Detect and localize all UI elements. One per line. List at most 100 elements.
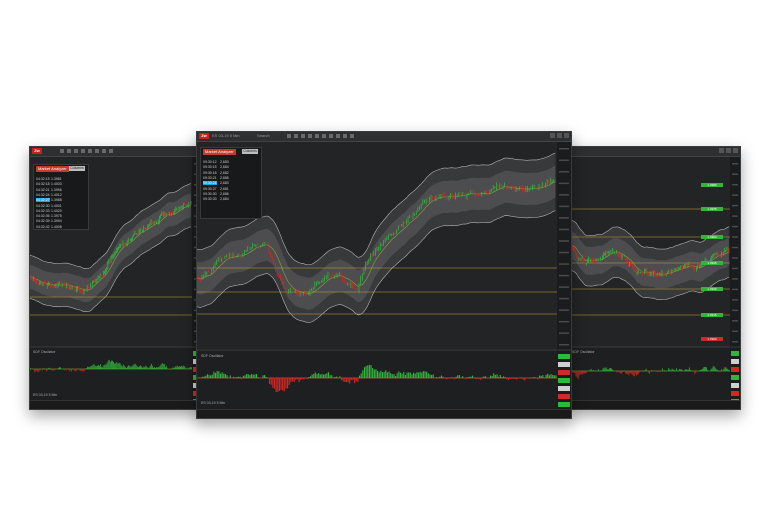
price-axis-tick <box>732 330 738 333</box>
toolbar-icon[interactable] <box>315 134 319 138</box>
oscillator-bar <box>580 371 582 375</box>
oscillator-bar <box>218 371 220 378</box>
oscillator-bar <box>130 366 132 369</box>
oscillator-bar <box>687 369 689 371</box>
chart-window-right[interactable]: 1.3980 1.3975 1.3960 1.3945 1.3930 1.3915 1.39… <box>567 146 741 410</box>
oscillator-bar <box>154 367 155 369</box>
toolbar-icon[interactable] <box>60 149 64 153</box>
oscillator-bar <box>419 371 421 378</box>
oscillator-bar <box>391 374 393 378</box>
close-button[interactable] <box>733 148 738 153</box>
oscillator-bar <box>467 377 469 378</box>
oscillator-bar <box>649 371 650 374</box>
price-chart-svg[interactable] <box>568 147 740 409</box>
oscillator-axis-marker <box>558 394 570 399</box>
columns-button[interactable]: Columns <box>69 166 85 171</box>
chart-window-center[interactable]: Zw ES 03-19 5 Min Search Market Analyzer… <box>196 131 572 419</box>
oscillator-bar <box>603 367 605 371</box>
oscillator-bar <box>254 374 256 378</box>
indicator-label: SDF Oscillator <box>572 350 595 354</box>
toolbar-icon[interactable] <box>95 149 99 153</box>
oscillator-bar <box>632 371 634 376</box>
search-box[interactable]: Search <box>257 133 270 138</box>
oscillator-bar <box>311 374 313 378</box>
oscillator-bar <box>150 363 152 369</box>
oscillator-bar <box>437 377 439 378</box>
oscillator-bar <box>221 372 223 378</box>
toolbar-icon[interactable] <box>67 149 71 153</box>
row-price: 1.3975 <box>51 214 62 219</box>
columns-button[interactable]: Columns <box>242 149 258 154</box>
window-titlebar[interactable]: Zw ES 03-19 5 Min Search <box>197 132 571 142</box>
market-analyzer-widget[interactable]: Market Analyzer Columns 09:30:12 2,683 09:… <box>200 147 262 219</box>
oscillator-bar <box>432 374 434 378</box>
toolbar-icon[interactable] <box>109 149 113 153</box>
chart-window-left[interactable]: Zw ES 03-19 5 Min Market Analyzer Column… <box>29 146 203 410</box>
oscillator-bar <box>86 368 87 369</box>
indicator-label: SDF Oscillator <box>201 354 224 358</box>
oscillator-bar <box>574 371 576 374</box>
oscillator-bar <box>417 372 420 378</box>
oscillator-bar <box>540 375 542 378</box>
oscillator-bar <box>107 360 109 369</box>
toolbar-icon[interactable] <box>294 134 298 138</box>
toolbar-icon[interactable] <box>102 149 106 153</box>
oscillator-bar <box>329 375 331 378</box>
market-analyzer-widget[interactable]: Market Analyzer Columns 04:32:15 1.3981 04… <box>33 164 89 230</box>
oscillator-bar <box>264 375 266 378</box>
oscillator-bar <box>719 371 720 372</box>
oscillator-bar <box>283 378 285 392</box>
oscillator-bar <box>92 364 94 369</box>
price-axis-tick <box>732 267 738 270</box>
oscillator-bar <box>639 371 641 373</box>
oscillator-bar <box>158 366 160 369</box>
window-titlebar[interactable]: Zw <box>30 147 202 157</box>
oscillator-bar <box>180 366 181 369</box>
oscillator-bar <box>116 362 118 369</box>
price-axis-tick <box>559 171 569 173</box>
widget-title: Market Analyzer <box>36 166 69 172</box>
toolbar-icon[interactable] <box>350 134 354 138</box>
oscillator-bar <box>49 367 51 369</box>
oscillator-bar <box>327 372 330 378</box>
toolbar-icons[interactable] <box>60 149 113 153</box>
oscillator-bar <box>720 371 722 372</box>
oscillator-bar <box>712 366 714 371</box>
oscillator-bar <box>336 376 338 378</box>
window-controls[interactable] <box>719 148 738 153</box>
oscillator-bar <box>605 367 607 371</box>
toolbar-icon[interactable] <box>336 134 340 138</box>
toolbar-icon[interactable] <box>74 149 78 153</box>
window-controls[interactable] <box>550 133 569 138</box>
oscillator-bar <box>539 375 541 378</box>
oscillator-bar <box>713 366 715 371</box>
row-price: 1.3981 <box>51 177 62 181</box>
toolbar-icon[interactable] <box>343 134 347 138</box>
window-titlebar[interactable] <box>568 147 740 157</box>
toolbar-icon[interactable] <box>329 134 333 138</box>
oscillator-bar <box>450 377 452 378</box>
oscillator-bar <box>462 376 464 378</box>
oscillator-bar <box>413 372 415 378</box>
close-button[interactable] <box>564 133 569 138</box>
oscillator-bar <box>236 376 238 378</box>
toolbar-icon[interactable] <box>88 149 92 153</box>
minimize-button[interactable] <box>719 148 724 153</box>
toolbar-icon[interactable] <box>81 149 85 153</box>
toolbar-icon[interactable] <box>287 134 291 138</box>
oscillator-bar <box>208 374 210 378</box>
time-axis <box>30 400 202 409</box>
oscillator-bar <box>99 366 100 369</box>
toolbar-icon[interactable] <box>322 134 326 138</box>
maximize-button[interactable] <box>557 133 562 138</box>
instrument-selector[interactable]: ES 03-19 5 Min <box>212 133 240 138</box>
oscillator-bar <box>396 373 398 378</box>
toolbar-icon[interactable] <box>301 134 305 138</box>
toolbar-icon[interactable] <box>308 134 312 138</box>
row-time: 04:32:21 <box>36 187 50 192</box>
maximize-button[interactable] <box>726 148 731 153</box>
minimize-button[interactable] <box>550 133 555 138</box>
oscillator-bar <box>257 377 259 378</box>
oscillator-bar <box>619 371 621 374</box>
toolbar-icons[interactable] <box>287 134 354 138</box>
